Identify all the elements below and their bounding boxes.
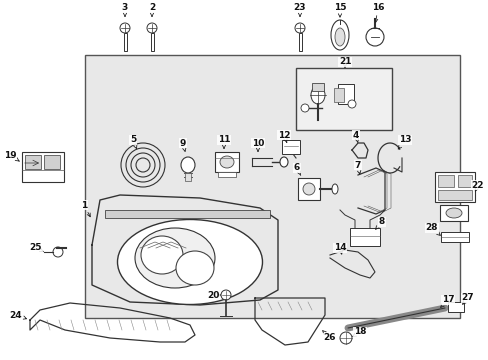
Text: 26: 26 — [322, 330, 336, 342]
Ellipse shape — [303, 183, 314, 195]
Ellipse shape — [117, 220, 262, 305]
Bar — [437, 190, 471, 200]
Text: 15: 15 — [333, 4, 346, 17]
Ellipse shape — [347, 100, 355, 108]
Ellipse shape — [330, 20, 348, 50]
Ellipse shape — [445, 208, 461, 218]
Text: 7: 7 — [354, 161, 361, 174]
Circle shape — [301, 104, 308, 112]
Bar — [215, 152, 239, 172]
Bar — [297, 178, 319, 200]
Bar — [333, 88, 343, 102]
Text: 23: 23 — [293, 4, 305, 16]
Bar — [123, 33, 126, 51]
Bar — [295, 68, 391, 130]
Text: 2: 2 — [148, 4, 155, 16]
Ellipse shape — [280, 157, 287, 167]
Text: 21: 21 — [338, 58, 350, 67]
Ellipse shape — [176, 251, 214, 285]
Ellipse shape — [220, 156, 234, 168]
Circle shape — [120, 23, 130, 33]
Bar — [44, 155, 60, 169]
Text: 14: 14 — [333, 243, 346, 254]
Bar — [105, 210, 269, 218]
Bar — [440, 232, 468, 242]
Text: 20: 20 — [206, 291, 220, 300]
Text: 27: 27 — [461, 293, 473, 304]
Text: 24: 24 — [10, 310, 26, 320]
Ellipse shape — [310, 86, 325, 104]
Circle shape — [339, 332, 351, 344]
Text: 16: 16 — [371, 4, 384, 22]
Bar — [150, 33, 153, 51]
Text: 3: 3 — [122, 4, 128, 16]
Text: 9: 9 — [180, 139, 186, 152]
Circle shape — [53, 247, 63, 257]
Ellipse shape — [141, 236, 183, 274]
Bar — [85, 55, 459, 318]
Text: 6: 6 — [293, 163, 300, 175]
Bar — [447, 302, 463, 312]
Circle shape — [147, 23, 157, 33]
Bar — [434, 172, 474, 202]
Bar — [337, 84, 353, 104]
Bar — [298, 33, 301, 51]
Bar — [457, 175, 471, 187]
Bar — [22, 152, 64, 182]
Ellipse shape — [334, 28, 345, 46]
Text: 10: 10 — [251, 139, 264, 151]
Text: 5: 5 — [130, 135, 137, 149]
Bar — [282, 140, 299, 154]
Bar — [439, 205, 467, 221]
Text: 13: 13 — [397, 135, 410, 149]
Text: 28: 28 — [425, 224, 439, 235]
Bar — [349, 228, 379, 246]
Text: 18: 18 — [352, 328, 366, 337]
Text: 4: 4 — [352, 130, 359, 143]
Text: 22: 22 — [471, 180, 483, 191]
Circle shape — [365, 28, 383, 46]
Bar — [184, 173, 191, 181]
Bar — [25, 155, 41, 169]
Ellipse shape — [135, 228, 215, 288]
Text: 1: 1 — [81, 201, 90, 217]
Circle shape — [221, 290, 230, 300]
Text: 19: 19 — [4, 150, 19, 161]
Circle shape — [294, 23, 305, 33]
Bar — [437, 175, 453, 187]
Ellipse shape — [331, 184, 337, 194]
Bar — [218, 172, 236, 177]
Text: 17: 17 — [440, 296, 453, 307]
Bar — [311, 83, 324, 91]
Ellipse shape — [181, 157, 195, 173]
Text: 25: 25 — [30, 243, 43, 252]
Text: 11: 11 — [217, 135, 230, 148]
Text: 12: 12 — [277, 130, 290, 143]
Text: 8: 8 — [375, 217, 385, 229]
